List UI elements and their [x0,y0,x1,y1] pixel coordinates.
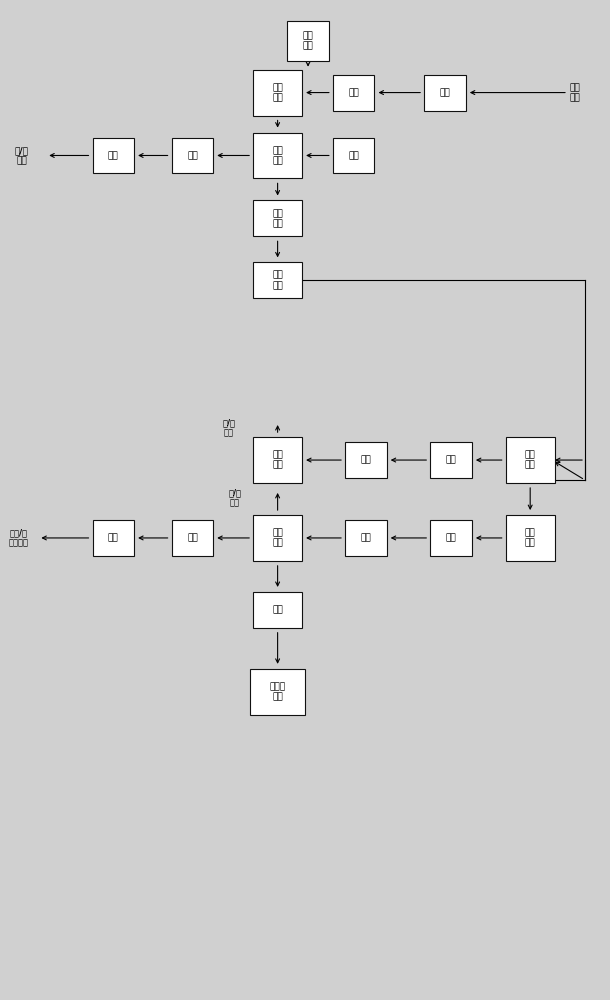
Bar [171,520,213,556]
Bar [253,262,302,298]
Text: 稀土
溶液: 稀土 溶液 [272,271,283,290]
Text: 过滤: 过滤 [108,533,119,542]
Text: 沉淀: 沉淀 [187,533,198,542]
Bar [93,138,134,173]
Text: 反萃: 反萃 [361,456,371,465]
Text: 沉淀: 沉淀 [272,605,283,614]
Text: 沉淀: 沉淀 [108,151,119,160]
Bar [253,70,302,116]
Bar [425,75,465,111]
Text: 铀/钍
产品: 铀/钍 产品 [15,146,29,165]
Text: 废液
处理: 废液 处理 [272,451,283,470]
Text: 水解
沉淀: 水解 沉淀 [272,83,283,102]
Text: 反萃: 反萃 [187,151,198,160]
Bar [253,133,302,178]
Bar [506,437,554,483]
Bar [253,437,302,483]
Bar [93,520,134,556]
Bar [345,520,387,556]
Bar [253,200,302,236]
Text: 混合/干
稀土产品: 混合/干 稀土产品 [9,528,29,547]
Text: 萃取
收钍: 萃取 收钍 [272,209,283,228]
Text: 洗涤: 洗涤 [446,456,456,465]
Text: 优质
熔渣: 优质 熔渣 [570,83,581,102]
Text: 洗涤: 洗涤 [446,533,456,542]
Text: 沉行
萃取: 沉行 萃取 [272,528,283,547]
Text: 萃取
收铀: 萃取 收铀 [525,451,536,470]
Text: 萃取
分离: 萃取 分离 [525,528,536,547]
Bar [333,138,375,173]
Text: 废/千
废液: 废/千 废液 [229,488,242,508]
Bar [431,442,472,478]
Bar [506,515,554,561]
Bar [253,592,302,628]
Text: 破碎: 破碎 [440,88,450,97]
Bar [333,75,375,111]
Bar [250,669,305,715]
Text: 稀土化
合物: 稀土化 合物 [270,682,285,701]
Text: 反萃: 反萃 [361,533,371,542]
Bar [431,520,472,556]
Text: 萃取
收铀: 萃取 收铀 [272,146,283,165]
Text: 废/千
废液: 废/千 废液 [223,419,235,438]
Bar [253,515,302,561]
Text: 洗涤: 洗涤 [348,151,359,160]
Bar [171,138,213,173]
Bar [287,21,329,61]
Bar [345,442,387,478]
Text: 浸出: 浸出 [348,88,359,97]
Text: 六氯
化铀: 六氯 化铀 [303,31,314,50]
